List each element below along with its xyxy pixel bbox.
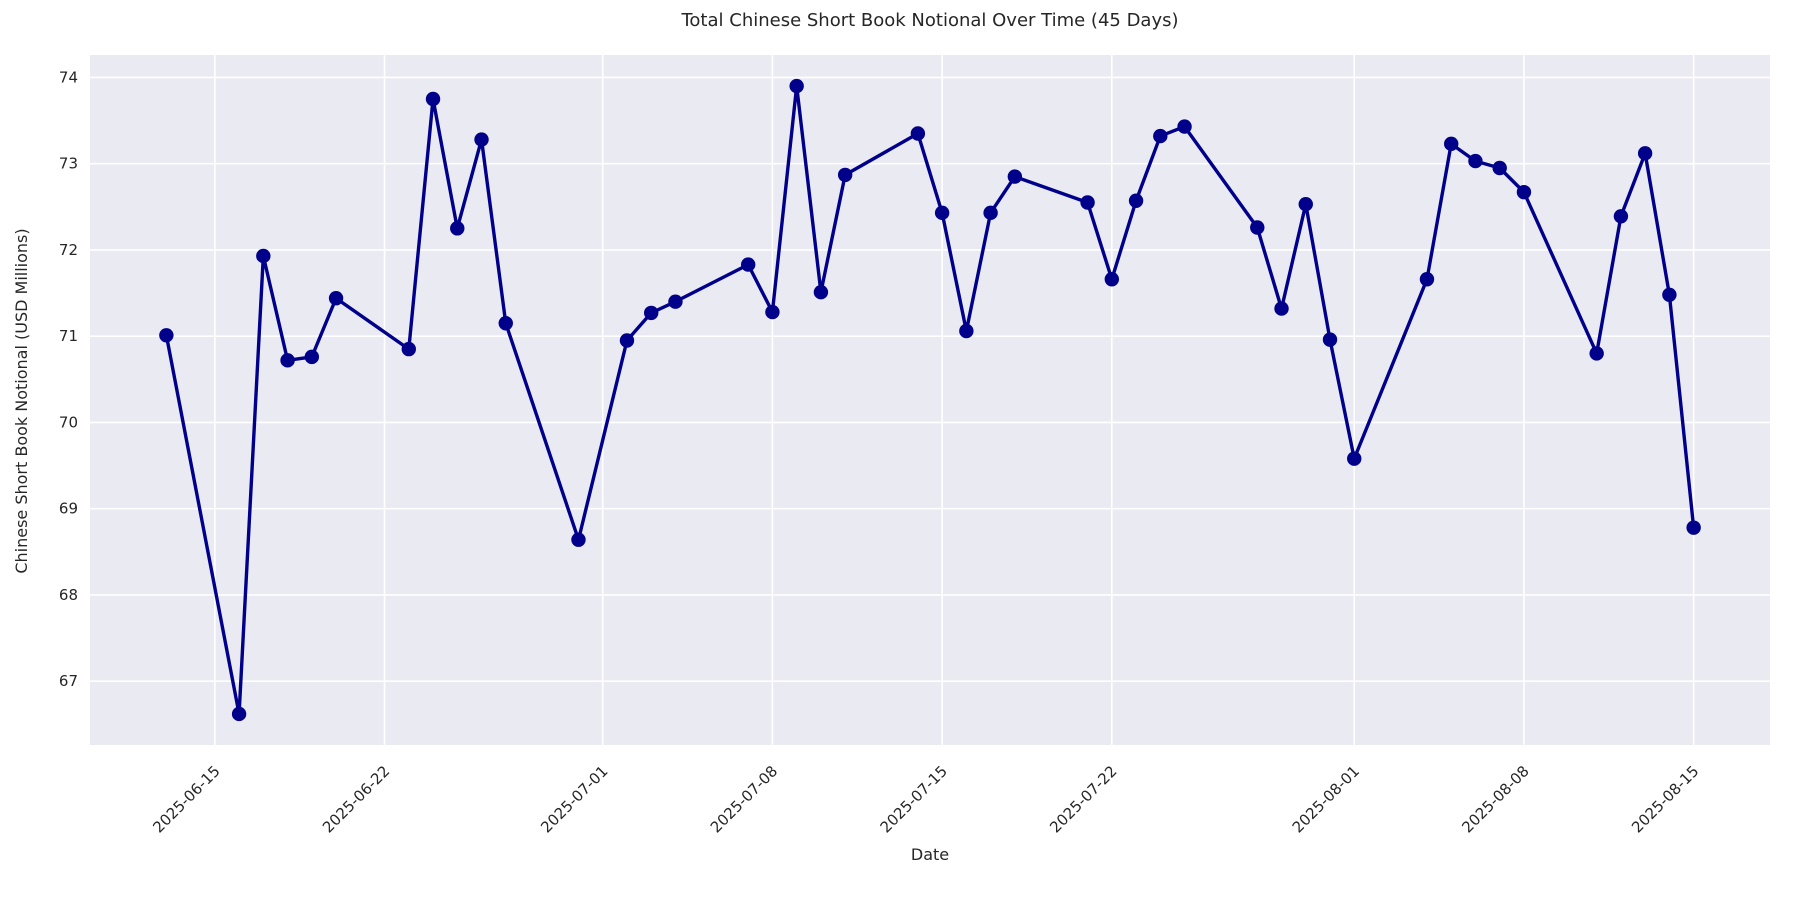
data-point-marker [619, 333, 635, 348]
data-point-marker [644, 305, 659, 321]
y-tick-label: 67 [59, 672, 78, 690]
y-tick-label: 73 [59, 155, 78, 173]
data-point-marker [498, 316, 513, 331]
data-point-marker [668, 294, 683, 309]
data-point-marker [1444, 136, 1459, 152]
x-tick-label: 2025-07-01 [537, 762, 611, 836]
data-point-marker [813, 284, 829, 300]
data-point-marker [1468, 153, 1483, 169]
data-point-marker [280, 353, 295, 368]
data-point-marker [1516, 184, 1532, 200]
data-point-marker [474, 132, 489, 147]
data-point-marker [159, 328, 174, 343]
data-point-marker [1589, 346, 1604, 361]
y-tick-label: 68 [59, 586, 78, 604]
data-point-marker [401, 341, 416, 357]
data-point-marker [425, 91, 441, 107]
x-tick-label: 2025-08-08 [1458, 762, 1532, 836]
data-point-marker [1492, 160, 1507, 176]
x-tick-label: 2025-07-15 [877, 762, 951, 836]
data-point-marker [959, 323, 974, 339]
y-tick-label: 69 [59, 500, 78, 518]
data-point-marker [837, 167, 853, 183]
y-tick-label: 71 [59, 327, 78, 345]
data-point-marker [910, 126, 926, 141]
data-point-marker [1274, 301, 1289, 316]
data-point-marker [450, 221, 465, 236]
x-tick-label: 2025-06-22 [319, 762, 393, 836]
x-tick-label: 2025-07-22 [1046, 762, 1120, 836]
data-point-marker [765, 304, 780, 320]
data-point-marker [1322, 332, 1338, 347]
data-point-marker [1613, 209, 1629, 224]
x-tick-label: 2025-06-15 [149, 762, 223, 836]
data-point-marker [1686, 520, 1701, 535]
data-point-marker [740, 257, 756, 272]
data-point-marker [1128, 193, 1144, 208]
plot-background [90, 55, 1770, 745]
data-point-marker [1298, 197, 1313, 212]
data-point-marker [1637, 146, 1653, 161]
data-point-marker [571, 532, 586, 547]
data-point-marker [231, 706, 247, 722]
data-point-marker [1662, 287, 1677, 302]
data-point-marker [934, 205, 950, 221]
data-point-marker [983, 205, 998, 221]
x-axis-label: Date [910, 845, 950, 864]
chart-title: Total Chinese Short Book Notional Over T… [681, 10, 1179, 31]
data-point-marker [789, 78, 804, 94]
data-point-marker [1250, 220, 1265, 235]
data-point-marker [1153, 128, 1168, 144]
x-tick-label: 2025-08-15 [1628, 762, 1702, 836]
data-point-marker [1419, 272, 1435, 287]
y-tick-label: 74 [59, 68, 78, 86]
y-tick-label: 72 [59, 241, 78, 259]
data-point-marker [328, 291, 344, 306]
data-point-marker [1080, 195, 1095, 210]
x-tick-label: 2025-07-08 [707, 762, 781, 836]
data-point-marker [1104, 272, 1120, 287]
data-point-marker [1177, 119, 1192, 134]
y-tick-label: 70 [59, 413, 78, 431]
x-tick-label: 2025-08-01 [1289, 762, 1363, 836]
data-point-marker [304, 349, 320, 365]
data-point-marker [1347, 451, 1362, 466]
data-point-marker [1007, 169, 1023, 184]
data-point-marker [256, 248, 271, 264]
